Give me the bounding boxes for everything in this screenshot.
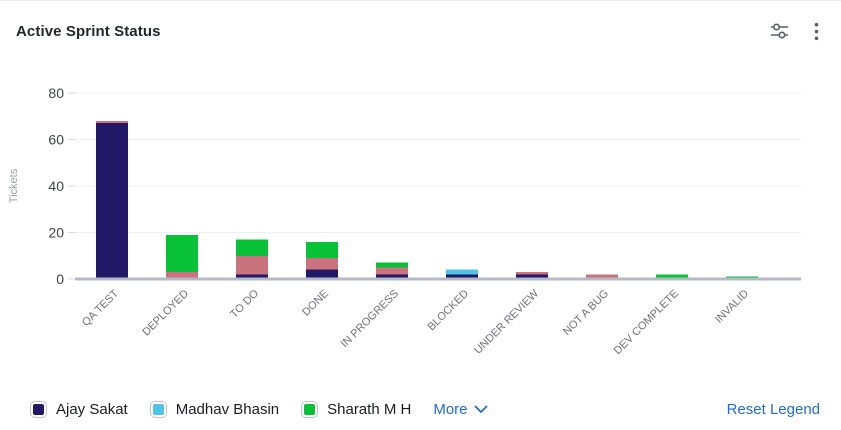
legend-swatch-icon bbox=[149, 400, 167, 418]
x-tick-label: TO DO bbox=[228, 287, 261, 320]
bar-segment-done-s3[interactable] bbox=[306, 241, 338, 259]
bar-segment-not-a-bug-s2[interactable] bbox=[586, 274, 618, 279]
bar-segment-in-progress-s2[interactable] bbox=[376, 267, 408, 275]
x-tick-label: UNDER REVIEW bbox=[472, 287, 541, 356]
legend-item-madhav-bhasin[interactable]: Madhav Bhasin bbox=[149, 400, 280, 418]
bar-segment-deployed-s3[interactable] bbox=[166, 234, 198, 273]
bar-segment-qa-test-s0[interactable] bbox=[96, 123, 128, 279]
legend-swatch-color bbox=[33, 403, 44, 415]
legend-swatch-color bbox=[304, 403, 316, 415]
legend-items: Ajay Sakat Madhav Bhasin Sharath M H More bbox=[30, 400, 488, 418]
bar-segment-blocked-s1[interactable] bbox=[446, 269, 478, 275]
card-header: Active Sprint Status bbox=[0, 1, 841, 61]
legend-swatch-icon bbox=[30, 400, 47, 418]
x-tick-label: BLOCKED bbox=[425, 288, 471, 334]
chevron-down-icon bbox=[474, 405, 487, 413]
header-icons bbox=[767, 20, 821, 43]
bar-segment-blocked-s0[interactable] bbox=[446, 274, 478, 279]
legend-more-link[interactable]: More bbox=[433, 401, 487, 418]
y-tick-label: 20 bbox=[48, 225, 64, 241]
y-axis-title: Tickets bbox=[8, 168, 20, 203]
x-tick-label: DONE bbox=[300, 288, 331, 319]
legend-item-label: Ajay Sakat bbox=[56, 400, 128, 418]
bar-segment-to-do-s3[interactable] bbox=[236, 239, 268, 256]
legend-item-label: Madhav Bhasin bbox=[175, 400, 280, 418]
x-tick-label: DEV COMPLETE bbox=[612, 288, 681, 357]
bar-segment-under-review-s2[interactable] bbox=[516, 272, 548, 275]
bar-segment-to-do-s0[interactable] bbox=[236, 274, 268, 279]
x-tick-label: NOT A BUG bbox=[561, 288, 611, 338]
y-tick-label: 0 bbox=[56, 271, 64, 287]
bar-segment-in-progress-s0[interactable] bbox=[376, 274, 408, 279]
bar-segment-done-s0[interactable] bbox=[306, 269, 338, 279]
kebab-menu-icon[interactable] bbox=[812, 20, 821, 43]
bar-segment-dev-complete-s3[interactable] bbox=[656, 274, 688, 279]
chart: 0 20 40 60 80 Tickets QA TEST DEPLOYED TO DO DONE… bbox=[8, 85, 801, 357]
bar-segment-under-review-s0[interactable] bbox=[516, 274, 548, 279]
x-tick-label: INVALID bbox=[713, 288, 751, 326]
x-tick-label: QA TEST bbox=[80, 287, 121, 328]
x-tick-label: IN PROGRESS bbox=[339, 288, 402, 351]
y-tick-label: 60 bbox=[48, 132, 64, 148]
legend-more-label: More bbox=[433, 400, 468, 418]
legend-item-label: Sharath M H bbox=[327, 400, 412, 418]
legend-swatch-icon bbox=[301, 400, 319, 418]
legend-item-ajay-sakat[interactable]: Ajay Sakat bbox=[30, 400, 128, 418]
y-tick-label: 80 bbox=[48, 85, 64, 101]
page-title: Active Sprint Status bbox=[16, 22, 161, 40]
chart-settings-sliders-icon[interactable] bbox=[767, 20, 792, 42]
legend-swatch-color bbox=[152, 403, 164, 415]
bar-segment-qa-test-s2[interactable] bbox=[96, 120, 128, 124]
bar-segment-done-s2[interactable] bbox=[306, 258, 338, 270]
bar-segment-to-do-s2[interactable] bbox=[236, 255, 268, 275]
reset-legend-link[interactable]: Reset Legend bbox=[726, 400, 820, 418]
legend-item-sharath-m-h[interactable]: Sharath M H bbox=[301, 400, 412, 418]
y-tick-label: 40 bbox=[48, 178, 64, 194]
legend: Ajay Sakat Madhav Bhasin Sharath M H More … bbox=[0, 393, 841, 425]
bar-segment-in-progress-s3[interactable] bbox=[376, 262, 408, 268]
bar-segment-deployed-s2[interactable] bbox=[166, 272, 198, 279]
x-tick-label: DEPLOYED bbox=[140, 288, 191, 339]
